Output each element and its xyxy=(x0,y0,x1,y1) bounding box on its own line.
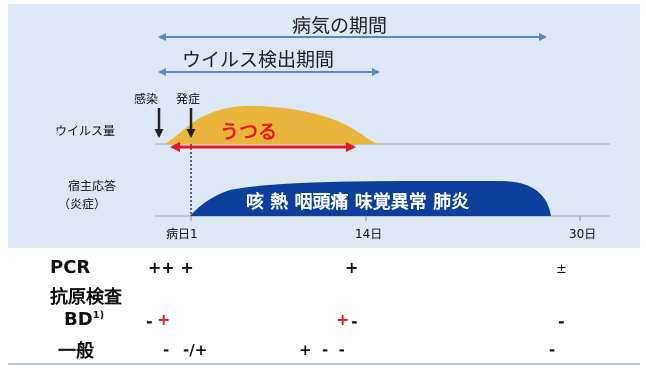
viral-load-area xyxy=(165,106,378,144)
general-early-mixed: -/+ xyxy=(183,341,208,359)
illness-period-label: 病気の期間 xyxy=(292,15,388,37)
virus-detection-period-label: ウイルス検出期間 xyxy=(182,49,335,71)
general-late-negative: - xyxy=(549,341,556,359)
bd-mid-positive: + xyxy=(336,310,350,329)
bd-early-negative: - xyxy=(146,312,153,331)
general-label: 一般 xyxy=(58,341,94,362)
tick-label-day1: 病日1 xyxy=(166,227,198,241)
bd-label: BD1) xyxy=(64,309,104,330)
viral-load-label: ウイルス量 xyxy=(55,124,116,138)
infection-label: 感染 xyxy=(134,92,159,106)
bd-late-negative: - xyxy=(558,312,565,331)
antigen-label: 抗原検査 xyxy=(50,287,122,308)
bd-early-positive: + xyxy=(157,310,171,329)
host-response-area xyxy=(190,181,551,216)
tick-label-day14: 14日 xyxy=(355,227,383,241)
general-mid-results: + - - xyxy=(299,341,345,359)
pcr-day30-result: ± xyxy=(556,262,567,277)
contagious-label: うつる xyxy=(220,121,278,143)
host-response-label: 宿主応答 xyxy=(68,179,117,193)
pcr-day1-result: ++ + xyxy=(148,258,194,277)
inflammation-label: （炎症） xyxy=(58,197,107,211)
symptoms-label: 咳 熱 咽頭痛 味覚異常 肺炎 xyxy=(246,192,470,213)
bd-label-superscript: 1) xyxy=(92,310,105,321)
tick-label-day30: 30日 xyxy=(569,227,597,241)
general-early-negative: - xyxy=(163,341,170,359)
bd-label-text: BD xyxy=(64,309,93,330)
onset-label: 発症 xyxy=(176,92,201,106)
pcr-label: PCR xyxy=(50,257,91,278)
pcr-day14-result: + xyxy=(345,258,359,277)
bd-mid-negative: - xyxy=(351,312,358,331)
